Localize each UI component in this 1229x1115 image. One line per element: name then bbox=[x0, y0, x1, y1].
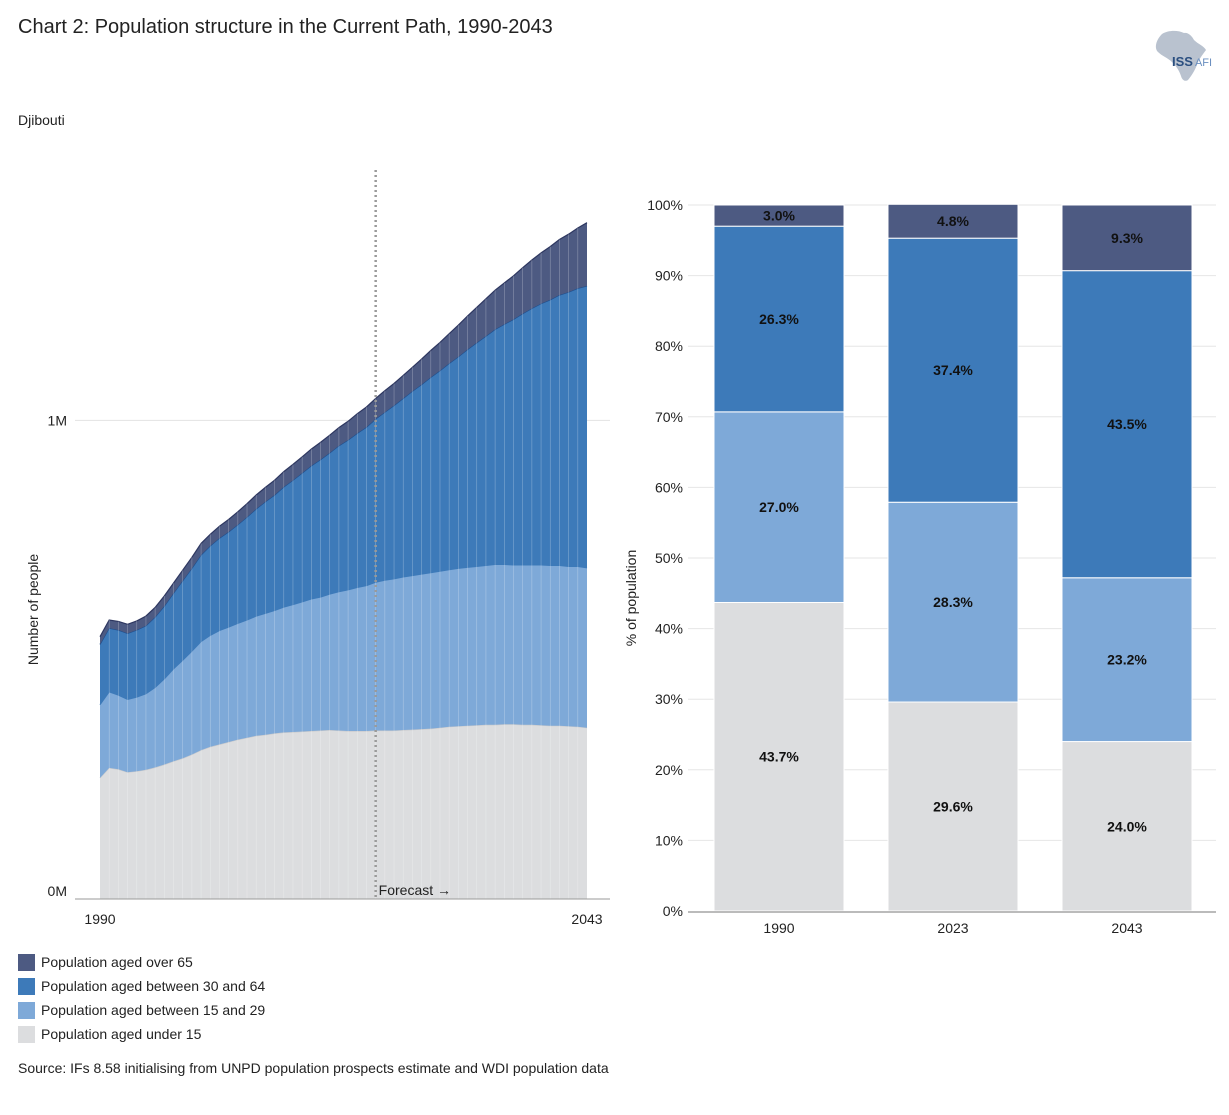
population-area-chart: Forecast → 0M 1M 1990 2043 Number of people bbox=[25, 170, 610, 927]
data-label: 3.0% bbox=[763, 208, 795, 224]
bar-segment bbox=[887, 237, 1019, 503]
logo-suffix: AFI bbox=[1194, 57, 1213, 69]
data-label: 4.8% bbox=[937, 213, 969, 229]
legend-item-over65: Population aged over 65 bbox=[18, 950, 265, 974]
data-label: 27.0% bbox=[759, 499, 799, 515]
data-label: 26.3% bbox=[759, 311, 799, 327]
x-tick-label: 2043 bbox=[1111, 920, 1142, 936]
legend-label: Population aged between 15 and 29 bbox=[41, 1002, 266, 1018]
africa-logo-icon bbox=[1155, 30, 1206, 81]
forecast-label: Forecast → bbox=[379, 882, 451, 898]
bar-segment bbox=[1061, 741, 1193, 912]
bar-segment bbox=[713, 225, 845, 413]
area-line-3 bbox=[99, 222, 588, 637]
bar-segment bbox=[713, 204, 845, 227]
bar-segment bbox=[1061, 270, 1193, 579]
y-tick-label: 1M bbox=[48, 412, 67, 428]
x-tick-label: 1990 bbox=[763, 920, 794, 936]
country-label: Djibouti bbox=[18, 112, 65, 128]
page-title: Chart 2: Population structure in the Cur… bbox=[18, 16, 553, 38]
data-label: 28.3% bbox=[933, 594, 973, 610]
legend-swatch bbox=[18, 1025, 35, 1043]
logo-text: ISS bbox=[1172, 54, 1193, 69]
legend-label: Population aged under 15 bbox=[41, 1026, 202, 1042]
data-label: 23.2% bbox=[1107, 652, 1147, 668]
legend-item-under15: Population aged under 15 bbox=[18, 1022, 265, 1046]
x-tick-label: 1990 bbox=[84, 911, 115, 927]
data-label: 29.6% bbox=[933, 799, 973, 815]
data-label: 43.7% bbox=[759, 749, 799, 765]
population-share-bar-chart: 0% 10% 20% 30% 40% 50% 60% 70% 80% 90% 100% 43.7% 27… bbox=[623, 197, 1216, 936]
legend: Population aged over 65 Population aged … bbox=[18, 950, 265, 1046]
y-tick-label: 60% bbox=[655, 479, 683, 495]
y-tick-label: 70% bbox=[655, 409, 683, 425]
y-tick-label: 80% bbox=[655, 338, 683, 354]
bar-segment bbox=[887, 701, 1019, 912]
x-tick-label: 2043 bbox=[571, 911, 602, 927]
legend-swatch bbox=[18, 1001, 35, 1019]
logo-wordmark: ISS AFI bbox=[1172, 54, 1212, 69]
y-tick-label: 30% bbox=[655, 691, 683, 707]
data-label: 9.3% bbox=[1111, 230, 1143, 246]
y-axis-label: % of population bbox=[623, 550, 639, 647]
area-3 bbox=[100, 222, 587, 645]
y-tick-label: 0% bbox=[663, 903, 683, 919]
legend-item-15-29: Population aged between 15 and 29 bbox=[18, 998, 265, 1022]
y-axis-label: Number of people bbox=[25, 554, 41, 666]
bar-segment bbox=[1061, 577, 1193, 743]
bar-segment bbox=[887, 203, 1019, 239]
y-tick-label: 40% bbox=[655, 621, 683, 637]
y-tick-label: 0M bbox=[48, 883, 67, 899]
legend-swatch bbox=[18, 977, 35, 995]
y-tick-label: 20% bbox=[655, 762, 683, 778]
bar-segment bbox=[713, 411, 845, 603]
legend-label: Population aged over 65 bbox=[41, 954, 193, 970]
area-1 bbox=[100, 564, 587, 778]
bar-segment bbox=[887, 501, 1019, 703]
data-label: 24.0% bbox=[1107, 818, 1147, 834]
y-tick-label: 50% bbox=[655, 550, 683, 566]
y-tick-label: 10% bbox=[655, 832, 683, 848]
source-note: Source: IFs 8.58 initialising from UNPD … bbox=[18, 1060, 609, 1076]
y-tick-label: 100% bbox=[647, 197, 683, 213]
data-label: 37.4% bbox=[933, 362, 973, 378]
area-2 bbox=[100, 285, 587, 705]
area-0 bbox=[100, 724, 587, 899]
legend-item-30-64: Population aged between 30 and 64 bbox=[18, 974, 265, 998]
x-tick-label: 2023 bbox=[937, 920, 968, 936]
data-label: 43.5% bbox=[1107, 416, 1147, 432]
legend-swatch bbox=[18, 953, 35, 971]
y-tick-label: 90% bbox=[655, 268, 683, 284]
legend-label: Population aged between 30 and 64 bbox=[41, 978, 266, 994]
bar-segment bbox=[1061, 204, 1193, 272]
bar-segment bbox=[713, 601, 845, 912]
